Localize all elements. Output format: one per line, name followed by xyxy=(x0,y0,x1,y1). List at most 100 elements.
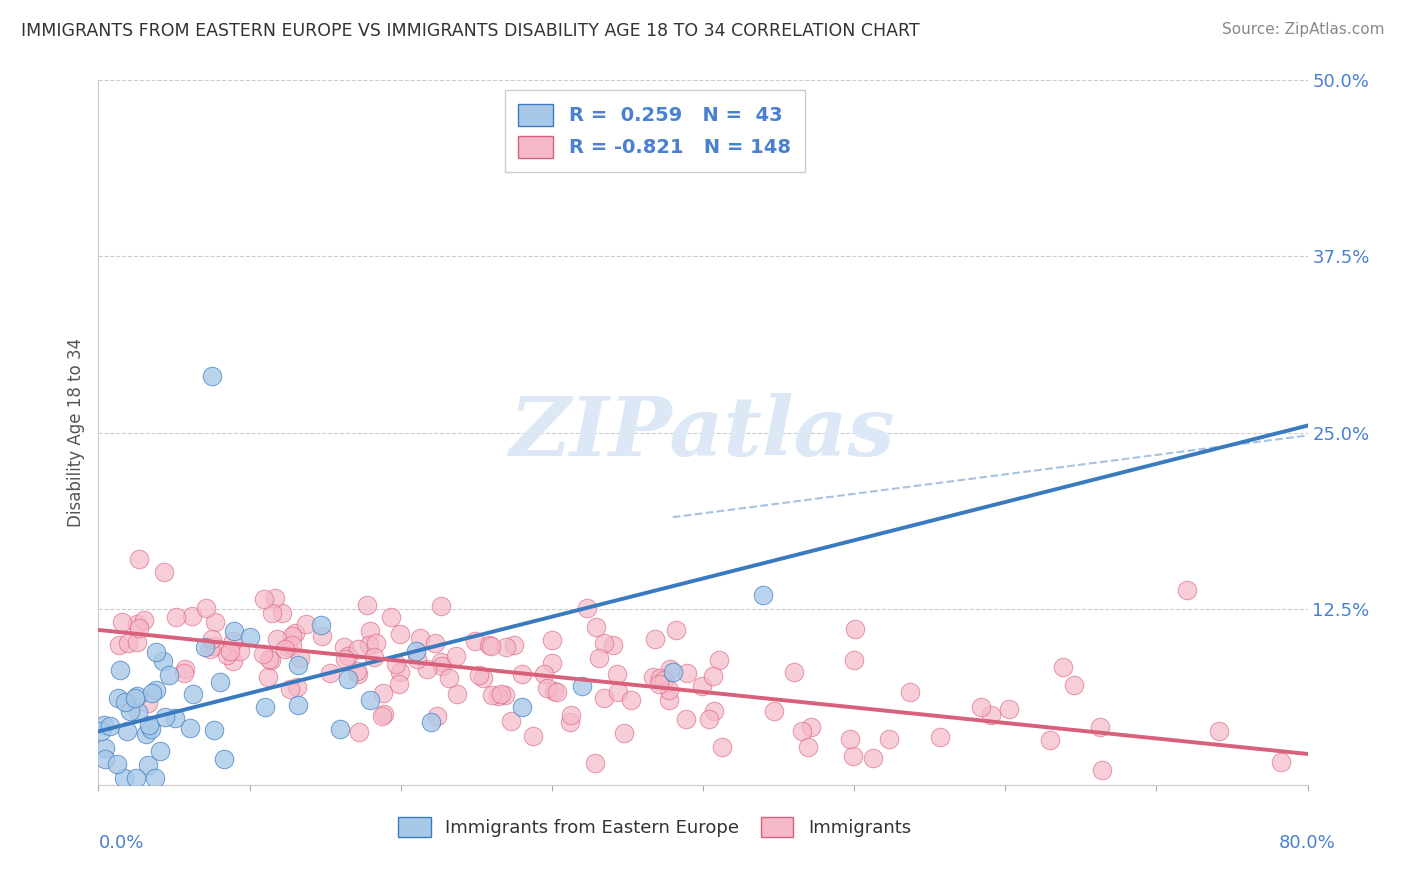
Point xyxy=(264,591,287,605)
Point xyxy=(145,683,167,698)
Point xyxy=(592,636,614,650)
Point xyxy=(1039,733,1062,747)
Point xyxy=(128,552,150,566)
Point xyxy=(165,610,187,624)
Point xyxy=(149,744,172,758)
Point xyxy=(209,674,232,689)
Point xyxy=(347,725,370,739)
Point xyxy=(471,671,494,685)
Point xyxy=(546,685,568,699)
Point xyxy=(425,636,447,650)
Point xyxy=(536,681,558,695)
Point xyxy=(173,662,195,676)
Point xyxy=(430,599,453,613)
Point xyxy=(676,665,699,680)
Point xyxy=(877,731,900,746)
Point xyxy=(658,692,681,706)
Point xyxy=(606,667,628,681)
Point xyxy=(409,632,432,646)
Point xyxy=(446,687,468,701)
Point xyxy=(280,638,302,652)
Point xyxy=(311,629,333,643)
Point xyxy=(139,722,162,736)
Point xyxy=(494,688,516,702)
Point xyxy=(796,739,818,754)
Text: IMMIGRANTS FROM EASTERN EUROPE VS IMMIGRANTS DISABILITY AGE 18 TO 34 CORRELATION: IMMIGRANTS FROM EASTERN EUROPE VS IMMIGR… xyxy=(21,22,920,40)
Point xyxy=(593,690,616,705)
Point xyxy=(405,644,427,658)
Point xyxy=(128,621,150,635)
Point xyxy=(692,679,714,693)
Point xyxy=(221,634,243,648)
Point xyxy=(648,671,671,685)
Point xyxy=(218,644,240,658)
Point xyxy=(862,751,884,765)
Point xyxy=(239,630,262,644)
Point xyxy=(285,680,308,694)
Point xyxy=(540,632,562,647)
Point xyxy=(388,676,411,690)
Point xyxy=(697,712,720,726)
Point xyxy=(522,729,544,743)
Point xyxy=(373,707,395,722)
Point xyxy=(430,656,453,670)
Point xyxy=(278,681,301,696)
Point xyxy=(262,606,284,620)
Point xyxy=(270,606,292,620)
Point xyxy=(675,712,697,726)
Point xyxy=(157,668,180,682)
Point xyxy=(127,690,149,704)
Point xyxy=(202,639,225,653)
Point xyxy=(124,691,146,706)
Point xyxy=(842,749,865,764)
Point xyxy=(173,665,195,680)
Point xyxy=(181,609,204,624)
Point xyxy=(659,662,682,676)
Point xyxy=(346,664,368,678)
Point xyxy=(252,647,274,661)
Point xyxy=(710,739,733,754)
Point xyxy=(222,654,245,668)
Point xyxy=(181,687,204,701)
Point xyxy=(844,622,866,636)
Point xyxy=(416,662,439,676)
Point xyxy=(752,588,775,602)
Point xyxy=(93,717,115,731)
Point xyxy=(281,629,304,643)
Point xyxy=(127,616,149,631)
Point xyxy=(89,724,111,739)
Point xyxy=(1270,755,1292,769)
Point xyxy=(136,697,159,711)
Point xyxy=(644,632,666,646)
Point xyxy=(702,669,724,683)
Point xyxy=(371,686,394,700)
Point xyxy=(792,724,814,739)
Point xyxy=(464,634,486,648)
Point xyxy=(201,369,224,384)
Point xyxy=(107,756,129,771)
Point xyxy=(839,732,862,747)
Point xyxy=(194,640,217,655)
Point xyxy=(214,752,236,766)
Point xyxy=(266,632,288,646)
Point xyxy=(426,709,449,723)
Point xyxy=(980,708,1002,723)
Point xyxy=(257,652,280,666)
Point xyxy=(363,649,385,664)
Point xyxy=(347,641,370,656)
Point xyxy=(371,709,394,723)
Legend: Immigrants from Eastern Europe, Immigrants: Immigrants from Eastern Europe, Immigran… xyxy=(389,807,920,847)
Point xyxy=(287,698,309,712)
Point xyxy=(117,636,139,650)
Point xyxy=(707,653,730,667)
Point xyxy=(253,700,276,714)
Point xyxy=(613,726,636,740)
Point xyxy=(782,665,804,679)
Point xyxy=(143,771,166,785)
Point xyxy=(337,649,360,664)
Point xyxy=(127,635,149,649)
Point xyxy=(295,616,318,631)
Point xyxy=(360,693,382,707)
Point xyxy=(388,627,411,641)
Point xyxy=(284,625,307,640)
